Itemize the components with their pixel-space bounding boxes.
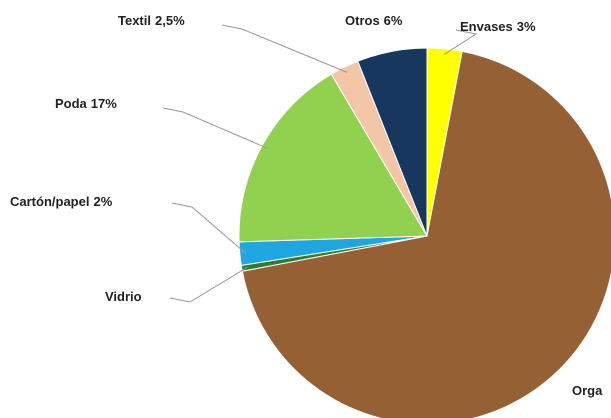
- slice-label: Poda 17%: [55, 96, 117, 111]
- category-name: Poda: [55, 96, 88, 111]
- value-label: 17%: [91, 96, 117, 111]
- value-label: 2%: [93, 194, 112, 209]
- category-name: Vidrio: [105, 289, 142, 304]
- pie-slice: [238, 73, 428, 243]
- slice-label: Vidrio: [105, 289, 142, 304]
- slice-label: Envases 3%: [460, 19, 536, 34]
- pie-slice: [241, 50, 611, 418]
- leader-line: [171, 202, 246, 254]
- slice-label: Otros 6%: [345, 13, 403, 28]
- slice-label: Orga: [572, 383, 603, 398]
- value-label: 3%: [517, 19, 536, 34]
- category-name: Otros: [345, 13, 380, 28]
- category-name: Cartón/papel: [10, 194, 89, 209]
- value-label: 6%: [384, 13, 403, 28]
- category-name: Orga: [572, 383, 603, 398]
- leader-line: [162, 107, 268, 149]
- leader-line: [221, 24, 347, 73]
- leader-line: [443, 29, 478, 55]
- value-label: 2,5%: [155, 13, 185, 28]
- leader-line: [169, 266, 248, 303]
- category-name: Textil: [118, 13, 151, 28]
- slice-label: Cartón/papel 2%: [10, 194, 113, 209]
- pie-slice: [357, 47, 428, 237]
- category-name: Envases: [460, 19, 513, 34]
- slice-label: Textil 2,5%: [118, 13, 185, 28]
